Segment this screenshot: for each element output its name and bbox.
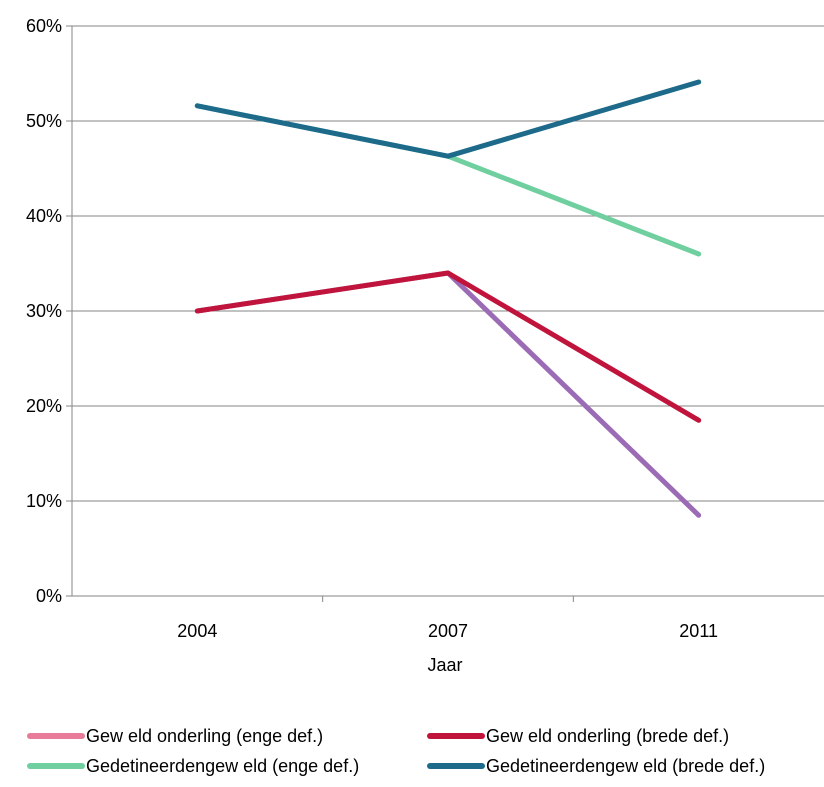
- tick-labels: 0% 10% 20% 30% 40% 50% 60% 2004 2007 2011: [26, 16, 718, 641]
- series-line-3: [194, 103, 702, 257]
- y-tick-label: 10%: [26, 491, 62, 511]
- y-tick-label: 30%: [26, 301, 62, 321]
- x-axis-title: Jaar: [427, 655, 462, 675]
- y-tick-label: 60%: [26, 16, 62, 36]
- series-line-4: [194, 79, 702, 159]
- legend-label: Gedetineerdengew eld (enge def.): [86, 756, 359, 776]
- x-tick-label: 2004: [177, 621, 217, 641]
- y-tick-label: 40%: [26, 206, 62, 226]
- y-tick-label: 20%: [26, 396, 62, 416]
- legend-label: Gew eld onderling (brede def.): [486, 726, 729, 746]
- series-line-1: [194, 270, 702, 518]
- y-tick-label: 50%: [26, 111, 62, 131]
- grid-lines: [72, 25, 824, 502]
- x-tick-label: 2007: [428, 621, 468, 641]
- x-tick-label: 2011: [679, 621, 718, 641]
- series-line-2: [194, 270, 702, 423]
- axes: [66, 25, 824, 602]
- y-tick-label: 0%: [36, 586, 62, 606]
- series-lines: [194, 79, 702, 518]
- legend-label: Gedetineerdengew eld (brede def.): [486, 756, 765, 776]
- legend: Gew eld onderling (enge def.) Gew eld ond…: [27, 726, 765, 776]
- legend-label: Gew eld onderling (enge def.): [86, 726, 323, 746]
